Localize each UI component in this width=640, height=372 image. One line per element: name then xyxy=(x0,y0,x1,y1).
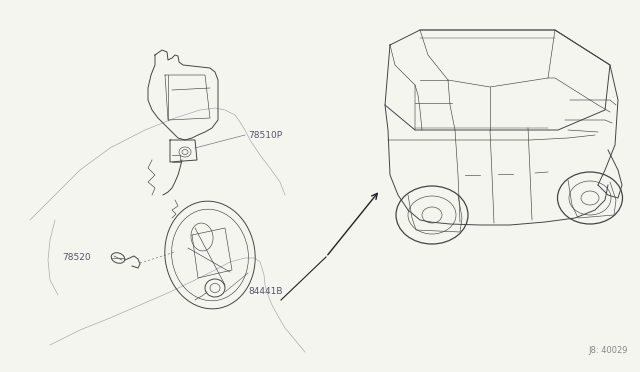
Text: J8: 40029: J8: 40029 xyxy=(589,346,628,355)
Text: 78520: 78520 xyxy=(62,253,91,263)
Text: 84441B: 84441B xyxy=(248,288,282,296)
Text: 78510P: 78510P xyxy=(248,131,282,140)
